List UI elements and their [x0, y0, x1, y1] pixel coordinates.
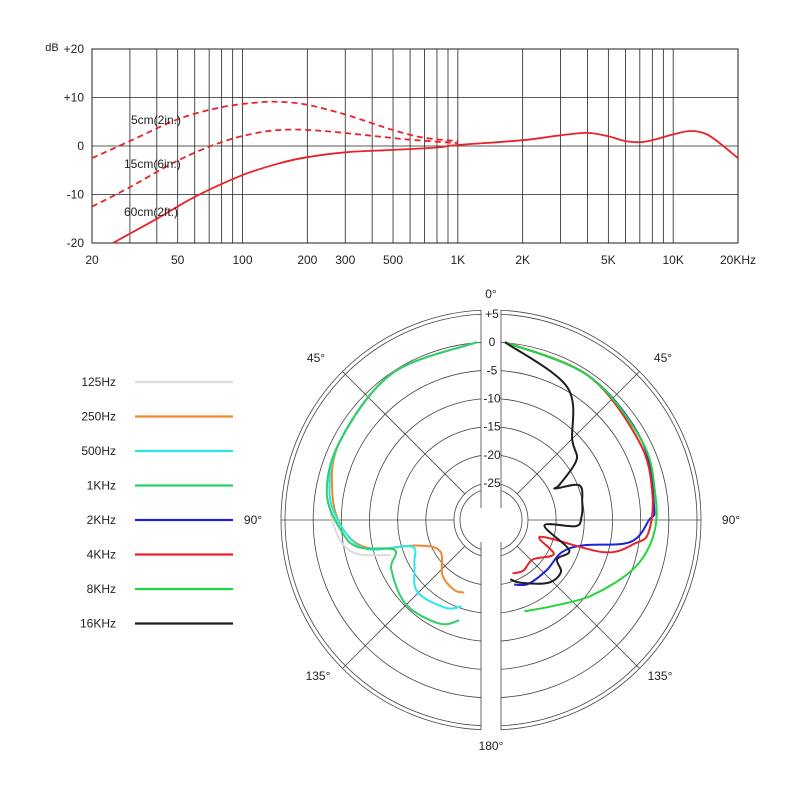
legend-label: 2KHz: [87, 513, 116, 527]
polar-curve-125hz: [328, 341, 478, 557]
polar-curve-500hz: [328, 341, 478, 610]
frequency-response-ticks: 20 50 100 200 300 500 1K 2K 5K 10K 20KHz +20 +10 0 -10…: [64, 42, 756, 267]
angle-label: 135°: [648, 669, 673, 683]
legend-label: 250Hz: [81, 410, 116, 424]
x-tick-label: 50: [171, 253, 185, 267]
frequency-response-series: [91, 100, 739, 244]
distance-annotation: 60cm(2ft.): [124, 205, 178, 219]
polar-pattern-chart: +5 0 -5 -10 -15 -20 -25 0° 45° 45° 90° 90° 135° 135° 1…: [244, 287, 740, 753]
response-line-2: [91, 128, 458, 208]
x-tick-label: 100: [232, 253, 252, 267]
polar-spoke: [342, 545, 466, 669]
polar-spoke: [516, 371, 640, 495]
x-tick-label: 20KHz: [720, 253, 756, 267]
legend-label: 8KHz: [87, 582, 116, 596]
angle-label: 45°: [654, 351, 672, 365]
polar-series: [325, 341, 658, 626]
ring-value-label: -25: [483, 476, 501, 490]
angle-label: 90°: [722, 513, 740, 527]
x-tick-label: 200: [297, 253, 317, 267]
legend-label: 4KHz: [87, 548, 116, 562]
distance-annotation: 5cm(2in.): [131, 113, 181, 127]
ring-value-label: +5: [485, 307, 499, 321]
legend-label: 500Hz: [81, 444, 116, 458]
response-line-1: [91, 100, 458, 159]
legend: 125Hz 250Hz 500Hz 1KHz 2KHz 4KHz 8KHz 16KHz: [80, 375, 233, 631]
polar-spoke: [516, 545, 640, 669]
y-tick-label: 0: [77, 139, 84, 153]
angle-label: 45°: [307, 351, 325, 365]
distance-annotation: 15cm(6in.): [124, 157, 181, 171]
polar-spoke: [342, 371, 466, 495]
legend-label: 1KHz: [87, 479, 116, 493]
polar-center-gap: [481, 306, 501, 734]
legend-label: 16KHz: [80, 617, 116, 631]
angle-label: 0°: [485, 287, 497, 301]
x-tick-label: 2K: [515, 253, 530, 267]
frequency-response-chart: 20 50 100 200 300 500 1K 2K 5K 10K 20KHz +20 +10 0 -10…: [45, 42, 756, 267]
polar-grid: [280, 306, 702, 734]
y-tick-label: -10: [67, 188, 85, 202]
angle-label: 135°: [306, 669, 331, 683]
polar-curve-8khz: [504, 341, 658, 613]
angle-label: 180°: [479, 739, 504, 753]
ring-value-label: -15: [483, 420, 501, 434]
ring-value-label: -10: [483, 392, 501, 406]
x-tick-label: 300: [335, 253, 355, 267]
ring-value-label: -5: [487, 363, 498, 377]
polar-labels: +5 0 -5 -10 -15 -20 -25 0° 45° 45° 90° 90° 135° 135° 1…: [244, 287, 740, 753]
polar-curve-1khz: [325, 341, 478, 626]
ring-value-label: 0: [489, 335, 496, 349]
legend-label: 125Hz: [81, 375, 116, 389]
angle-label: 90°: [244, 513, 262, 527]
response-line-3: [112, 130, 739, 244]
x-tick-label: 1K: [451, 253, 466, 267]
x-tick-label: 5K: [601, 253, 616, 267]
y-axis-unit-label: dB: [45, 42, 58, 54]
polar-curve-16khz: [504, 341, 584, 585]
x-tick-label: 500: [383, 253, 403, 267]
y-tick-label: +10: [64, 91, 85, 105]
frequency-response-annotations: 5cm(2in.) 15cm(6in.) 60cm(2ft.): [124, 113, 181, 219]
polar-curve-4khz: [504, 341, 654, 575]
ring-value-label: -20: [483, 448, 501, 462]
x-tick-label: 10K: [662, 253, 683, 267]
y-tick-label: +20: [64, 42, 85, 56]
frequency-response-grid: [91, 48, 739, 244]
x-tick-label: 20: [85, 253, 99, 267]
y-tick-label: -20: [67, 236, 85, 250]
